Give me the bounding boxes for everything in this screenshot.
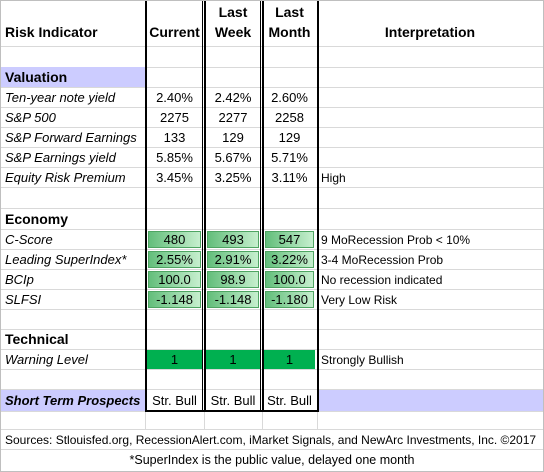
value-cell: 480	[148, 231, 201, 248]
value-cell: 2.60%	[271, 90, 308, 105]
value-cell: 133	[163, 130, 186, 145]
grid-line	[1, 449, 543, 450]
value-cell: 2275	[160, 110, 189, 125]
column-border	[262, 1, 264, 411]
value-cell: 547	[265, 231, 314, 248]
interpretation: High	[321, 170, 346, 185]
row-label: SLFSI	[5, 292, 42, 307]
grid-line	[1, 269, 543, 270]
interpretation: 3-4 MoRecession Prob	[321, 252, 444, 267]
column-border	[317, 1, 319, 411]
column-header: Current	[145, 1, 204, 46]
column-header: Interpretation	[317, 1, 543, 46]
prospects-label: Short Term Prospects	[1, 390, 145, 411]
section-title: Valuation	[1, 67, 145, 87]
row-label: Warning Level	[5, 352, 88, 367]
value-cell: 2258	[275, 110, 304, 125]
footnote: *SuperIndex is the public value, delayed…	[129, 453, 415, 467]
interpretation: No recession indicated	[321, 272, 443, 287]
value-cell: 2.42%	[214, 90, 252, 105]
value-cell: 2.40%	[156, 90, 193, 105]
value-cell: -1.180	[265, 291, 314, 308]
grid-line	[1, 429, 543, 430]
grid-line	[1, 329, 543, 330]
value-cell: 100.0	[265, 271, 314, 288]
row-label: S&P Forward Earnings	[5, 130, 137, 145]
value-cell: 493	[207, 231, 259, 248]
grid-line	[1, 369, 543, 370]
grid-line	[1, 309, 543, 310]
value-cell: 3.22%	[265, 251, 314, 268]
grid-line	[1, 208, 543, 209]
value-cell: 2.91%	[207, 251, 259, 268]
value-cell: 3.25%	[214, 170, 252, 185]
column-header: Last Month	[262, 1, 317, 46]
value-cell: 2.55%	[148, 251, 201, 268]
grid-line	[1, 127, 543, 128]
interpretation: Very Low Risk	[321, 292, 398, 307]
row-label: BCIp	[5, 272, 34, 287]
grid-line	[1, 389, 543, 390]
column-header: Last Week	[204, 1, 262, 46]
column-border	[202, 1, 203, 411]
row-label: C-Score	[5, 232, 53, 247]
grid-line	[1, 46, 543, 47]
value-cell: 98.9	[207, 271, 259, 288]
grid-line	[1, 249, 543, 250]
value-cell: 5.85%	[156, 150, 193, 165]
prospects-fill	[317, 390, 543, 411]
grid-line	[1, 349, 543, 350]
grid-line	[1, 147, 543, 148]
prospects-value: Str. Bull	[210, 393, 256, 408]
grid-line	[1, 87, 543, 88]
border-line	[145, 410, 319, 412]
value-cell: 5.67%	[214, 150, 252, 165]
prospects-value: Str. Bull	[267, 393, 312, 408]
row-label: Leading SuperIndex*	[5, 252, 127, 267]
grid-line	[1, 229, 543, 230]
sources: Sources: Stlouisfed.org, RecessionAlert.…	[5, 432, 537, 447]
row-label: S&P Earnings yield	[5, 150, 116, 165]
grid-line	[1, 167, 543, 168]
value-cell: 3.11%	[271, 170, 308, 185]
section-title: Technical	[5, 331, 69, 347]
row-label: Ten-year note yield	[5, 90, 116, 105]
value-cell: 2277	[218, 110, 248, 125]
value-cell: 1	[147, 350, 202, 369]
value-cell: 5.71%	[271, 150, 308, 165]
row-label: Equity Risk Premium	[5, 170, 126, 185]
value-cell: -1.148	[148, 291, 201, 308]
grid-line	[1, 67, 543, 68]
prospects-value: Str. Bull	[152, 393, 197, 408]
value-cell: -1.148	[207, 291, 259, 308]
grid-line	[1, 107, 543, 108]
value-cell: 129	[222, 130, 244, 145]
value-cell: 1	[264, 350, 315, 369]
column-border	[260, 1, 261, 411]
grid-line	[1, 187, 543, 188]
row-label: S&P 500	[5, 110, 56, 125]
value-cell: 3.45%	[156, 170, 193, 185]
column-border	[145, 1, 147, 411]
interpretation: Strongly Bullish	[321, 352, 404, 367]
value-cell: 100.0	[148, 271, 201, 288]
interpretation: 9 MoRecession Prob < 10%	[321, 232, 471, 247]
value-cell: 1	[206, 350, 260, 369]
grid-line	[1, 289, 543, 290]
section-title: Economy	[5, 211, 69, 227]
value-cell: 129	[278, 130, 301, 145]
column-header: Risk Indicator	[1, 1, 145, 46]
column-border	[204, 1, 206, 411]
